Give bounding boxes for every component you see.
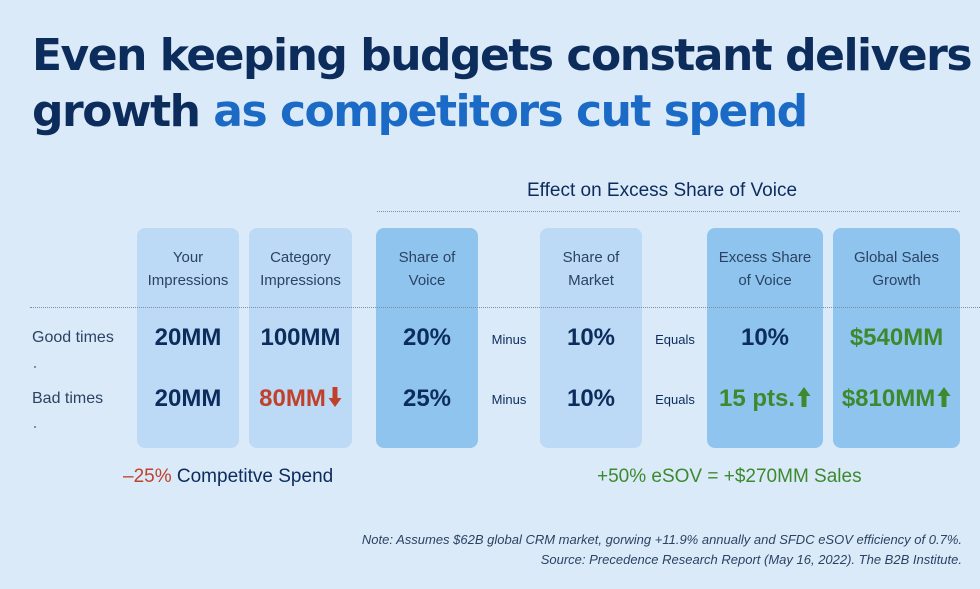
arrow-down-icon bbox=[328, 387, 342, 407]
column-share-of-voice bbox=[376, 228, 478, 448]
header-global-sales-growth: Global Sales Growth bbox=[853, 249, 940, 289]
bad-category-impressions-cell: 80MM bbox=[249, 385, 352, 413]
table-divider bbox=[30, 307, 980, 308]
row-label-bad-times: Bad times bbox=[32, 390, 104, 407]
bad-global-sales-growth: $810MM bbox=[841, 385, 936, 412]
good-category-impressions: 100MM bbox=[260, 324, 341, 351]
esov-sales-summary: +50% eSOV = +$270MM Sales bbox=[597, 466, 862, 487]
column-category-impressions bbox=[249, 228, 352, 448]
good-share-of-market: 10% bbox=[566, 324, 616, 351]
good-minus-operator: Minus bbox=[491, 332, 527, 347]
competitive-spend-percent: –25% bbox=[123, 466, 172, 487]
bad-share-of-market: 10% bbox=[566, 385, 616, 412]
arrow-up-icon bbox=[937, 387, 951, 407]
bad-excess-share-of-voice: 15 pts. bbox=[718, 385, 796, 412]
competitive-spend-label: Competitve Spend bbox=[171, 466, 334, 487]
header-share-of-voice: Share of Voice bbox=[398, 249, 456, 289]
header-category-impressions: Category Impressions bbox=[260, 249, 341, 289]
effect-divider bbox=[377, 211, 960, 212]
row-tick-mark bbox=[34, 366, 36, 368]
bad-share-of-voice: 25% bbox=[402, 385, 452, 412]
header-your-impressions: Your Impressions bbox=[147, 249, 229, 289]
competitive-spend-summary: –25% Competitve Spend bbox=[123, 466, 333, 488]
column-global-sales-growth bbox=[833, 228, 960, 448]
good-excess-share-of-voice: 10% bbox=[740, 324, 790, 351]
header-excess-share-of-voice: Excess Share of Voice bbox=[718, 249, 812, 289]
good-global-sales-growth: $540MM bbox=[849, 324, 944, 351]
title-line-1: Even keeping budgets constant delivers bbox=[32, 30, 973, 81]
good-share-of-voice: 20% bbox=[402, 324, 452, 351]
footnote-assumption: Note: Assumes $62B global CRM market, go… bbox=[361, 532, 962, 547]
title-highlight: as competitors cut spend bbox=[213, 86, 808, 137]
good-your-impressions: 20MM bbox=[154, 324, 222, 351]
footnote: Note: Assumes $62B global CRM market, go… bbox=[362, 530, 962, 570]
good-equals-operator: Equals bbox=[655, 332, 695, 347]
bad-your-impressions: 20MM bbox=[154, 385, 222, 412]
title-line-2: growth bbox=[32, 86, 214, 137]
bad-minus-operator: Minus bbox=[491, 392, 527, 407]
column-your-impressions bbox=[137, 228, 239, 448]
bad-equals-operator: Equals bbox=[655, 392, 695, 407]
row-tick-mark bbox=[34, 426, 36, 428]
header-share-of-market: Share of Market bbox=[562, 249, 620, 289]
bad-global-sales-growth-cell: $810MM bbox=[833, 385, 960, 413]
column-share-of-market bbox=[540, 228, 642, 448]
page-title: Even keeping budgets constant delivers gr… bbox=[32, 28, 973, 140]
effect-label: Effect on Excess Share of Voice bbox=[527, 180, 798, 201]
row-label-good-times: Good times bbox=[32, 329, 114, 346]
footnote-source: Source: Precedence Research Report (May … bbox=[540, 552, 962, 567]
column-excess-share-of-voice bbox=[707, 228, 823, 448]
bad-category-impressions: 80MM bbox=[259, 385, 326, 412]
arrow-up-icon bbox=[797, 387, 811, 407]
bad-excess-share-of-voice-cell: 15 pts. bbox=[707, 385, 823, 413]
